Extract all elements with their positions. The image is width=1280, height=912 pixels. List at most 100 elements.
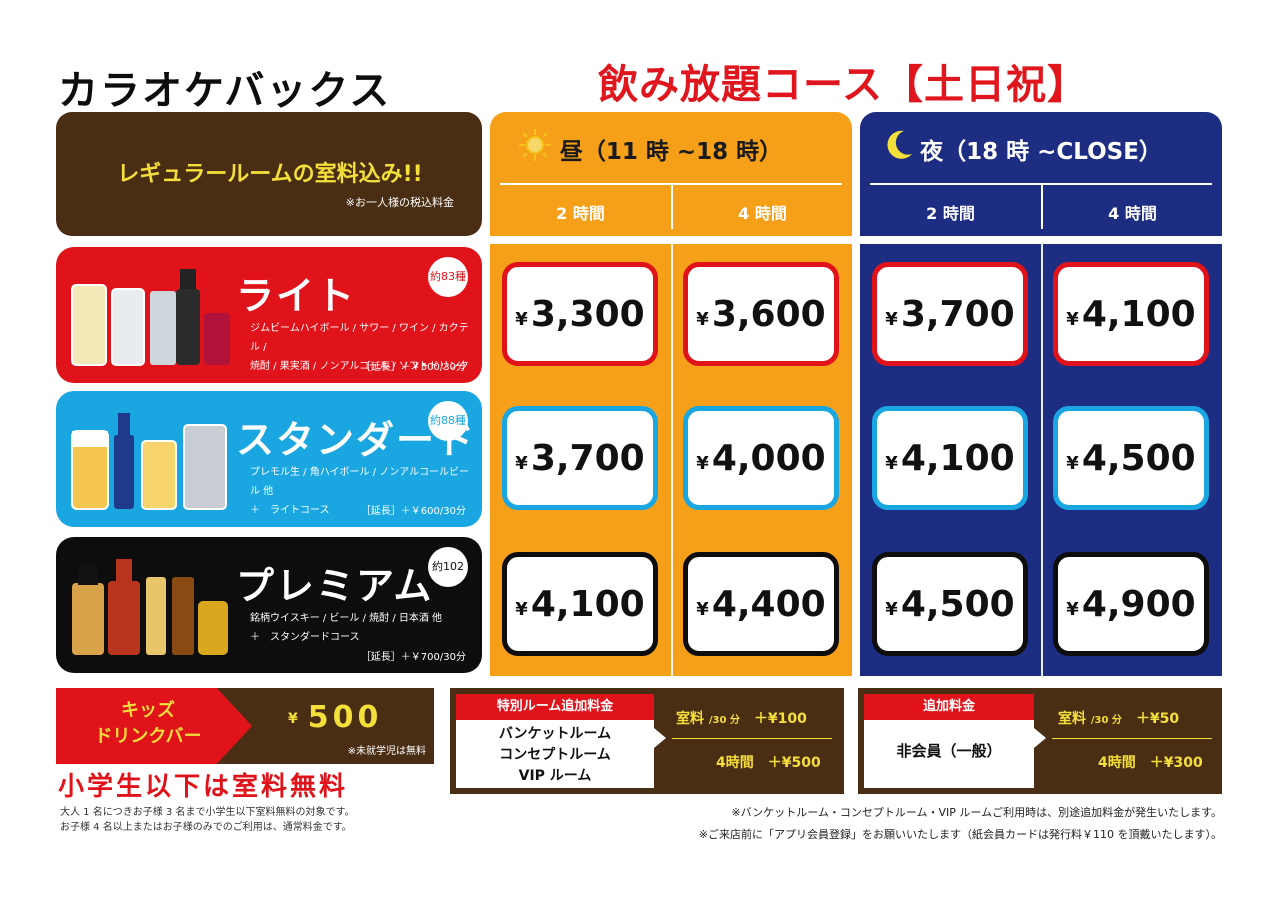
course-light: ライト 約83種 ジムビームハイボール / サワー / ワイン / カクテル /… — [56, 247, 482, 383]
special-room-names-panel: 特別ルーム追加料金 バンケットルーム コンセプトルーム VIP ルーム — [456, 694, 654, 788]
divider — [500, 183, 842, 185]
course-premium-variety-badge: 約102種 — [428, 547, 468, 613]
yen-sign: ¥ — [696, 452, 709, 474]
rate-unit: /30 分 — [1090, 715, 1122, 726]
special-room-rate-30min: 室料 /30 分 ＋¥100 — [676, 708, 807, 728]
kids-preschool-free-note: ※未就学児は無料 — [347, 746, 426, 757]
room-name: VIP ルーム — [518, 768, 592, 784]
course-premium-description: 銘柄ウイスキー / ビール / 焼酎 / 日本酒 他 ＋ スタンダードコース — [250, 609, 476, 647]
divider — [870, 183, 1212, 185]
price-value: 3,600 — [711, 293, 826, 335]
price-premium-night-4h: ¥4,900 — [1053, 552, 1209, 656]
course-standard-desc-line: プレモル生 / 角ハイボール / ノンアルコールビール 他 — [250, 467, 469, 497]
extra-fee-panel: 追加料金 非会員（一般） — [864, 694, 1034, 788]
kids-condition-line: 大人 1 名につきお子様 3 名まで小学生以下室料無料の対象です。 — [60, 807, 355, 818]
course-light-name: ライト — [236, 274, 357, 318]
kids-drink-bar-price: ¥500 — [288, 700, 382, 735]
night-duration-2h: 2 時間 — [926, 204, 975, 223]
rate-label: 室料 — [1058, 711, 1086, 727]
special-room-names: バンケットルーム コンセプトルーム VIP ルーム — [456, 724, 654, 787]
price-standard-day-4h: ¥4,000 — [683, 406, 839, 510]
night-period-header: 夜（18 時 ~CLOSE） 2 時間 4 時間 — [860, 112, 1222, 236]
course-light-extension: ［延長］＋￥500/30分 — [360, 362, 466, 373]
price-light-day-2h: ¥3,300 — [502, 262, 658, 366]
divider — [672, 738, 832, 739]
kids-drink-bar-label-bg — [56, 688, 252, 764]
extra-fee-rate-30min: 室料 /30 分 ＋¥50 — [1058, 708, 1179, 728]
price-premium-day-2h: ¥4,100 — [502, 552, 658, 656]
course-premium-extension: ［延長］＋￥700/30分 — [360, 652, 466, 663]
course-premium-name: プレミアム — [236, 564, 434, 608]
yen-sign: ¥ — [1066, 598, 1079, 620]
price-light-day-4h: ¥3,600 — [683, 262, 839, 366]
yen-sign: ¥ — [885, 452, 898, 474]
divider — [1041, 244, 1043, 676]
price-value: 4,100 — [900, 437, 1015, 479]
extra-fee-box: 追加料金 非会員（一般） 室料 /30 分 ＋¥50 4時間 ＋¥300 — [858, 688, 1222, 794]
price-value: 3,700 — [530, 437, 645, 479]
divider — [1041, 185, 1043, 229]
rate-label: 4時間 — [716, 755, 754, 771]
course-premium-desc-line: 銘柄ウイスキー / ビール / 焼酎 / 日本酒 他 — [250, 613, 443, 624]
price-value: 3,300 — [530, 293, 645, 335]
price-value: 4,000 — [711, 437, 826, 479]
drinks-illustration — [71, 269, 230, 366]
course-premium: プレミアム 約102種 銘柄ウイスキー / ビール / 焼酎 / 日本酒 他 ＋… — [56, 537, 482, 673]
yen-sign: ¥ — [1066, 452, 1079, 474]
price-value: 4,100 — [530, 583, 645, 625]
day-duration-2h: 2 時間 — [556, 204, 605, 223]
day-duration-4h: 4 時間 — [738, 204, 787, 223]
rate-value: ＋¥500 — [767, 755, 821, 771]
price-value: 4,900 — [1081, 583, 1196, 625]
price-premium-night-2h: ¥4,500 — [872, 552, 1028, 656]
price-standard-night-2h: ¥4,100 — [872, 406, 1028, 510]
kids-label-line: ドリンクバー — [94, 726, 202, 747]
special-room-fee-box: 特別ルーム追加料金 バンケットルーム コンセプトルーム VIP ルーム 室料 /… — [450, 688, 844, 794]
special-room-fee-heading: 特別ルーム追加料金 — [456, 694, 654, 720]
kids-condition-line: お子様 4 名以上またはお子様のみでのご利用は、通常料金です。 — [60, 822, 352, 833]
kids-price-value: 500 — [307, 700, 383, 735]
drinks-illustration — [71, 413, 227, 510]
rate-unit: /30 分 — [708, 715, 740, 726]
rate-value: ＋¥50 — [1135, 711, 1180, 727]
yen-sign: ¥ — [288, 710, 302, 727]
course-light-description: ジムビームハイボール / サワー / ワイン / カクテル / 焼酎 / 果実酒… — [250, 319, 476, 376]
night-duration-4h: 4 時間 — [1108, 204, 1157, 223]
room-name: バンケットルーム — [498, 726, 612, 742]
yen-sign: ¥ — [696, 308, 709, 330]
room-name: コンセプトルーム — [499, 747, 611, 763]
yen-sign: ¥ — [696, 598, 709, 620]
app-membership-footnote: ※ご来店前に「アプリ会員登録」をお願いいたします（紙会員カードは発行料￥110 … — [698, 828, 1222, 841]
course-standard: スタンダード 約88種 プレモル生 / 角ハイボール / ノンアルコールビール … — [56, 391, 482, 527]
kids-conditions: 大人 1 名につきお子様 3 名まで小学生以下室料無料の対象です。 お子様 4 … — [60, 805, 450, 835]
yen-sign: ¥ — [515, 452, 528, 474]
special-room-footnote: ※バンケットルーム・コンセプトルーム・VIP ルームご利用時は、別途追加料金が発… — [731, 806, 1222, 819]
moon-icon — [887, 130, 912, 159]
course-standard-variety-badge: 約88種 — [428, 401, 468, 441]
arrow-right-icon — [654, 728, 666, 748]
rate-value: ＋¥300 — [1149, 755, 1203, 771]
brand-logo: カラオケバックス — [58, 68, 392, 114]
course-premium-desc-line: ＋ スタンダードコース — [250, 632, 360, 643]
yen-sign: ¥ — [885, 598, 898, 620]
price-value: 4,500 — [900, 583, 1015, 625]
price-value: 3,700 — [900, 293, 1015, 335]
extra-fee-heading: 追加料金 — [864, 694, 1034, 720]
yen-sign: ¥ — [515, 308, 528, 330]
day-period-title: 昼（11 時 ~18 時） — [559, 139, 783, 165]
course-light-desc-line: 焼酎 / 果実酒 / ノンアルコール / ソフトドリンク — [250, 361, 469, 372]
extra-fee-rate-4h: 4時間 ＋¥300 — [1098, 752, 1203, 772]
divider — [671, 185, 673, 229]
arrow-right-icon — [1034, 728, 1046, 748]
kids-drink-bar-label: キッズ ドリンクバー — [68, 698, 228, 750]
rate-label: 4時間 — [1098, 755, 1136, 771]
kids-label-line: キッズ — [121, 700, 175, 721]
course-light-desc-line: ジムビームハイボール / サワー / ワイン / カクテル / — [250, 323, 469, 353]
rate-label: 室料 — [676, 711, 704, 727]
price-standard-night-4h: ¥4,500 — [1053, 406, 1209, 510]
divider — [671, 244, 673, 676]
price-light-night-2h: ¥3,700 — [872, 262, 1028, 366]
bottles-illustration — [72, 559, 228, 655]
rate-value: ＋¥100 — [753, 711, 807, 727]
sun-icon — [519, 129, 551, 161]
